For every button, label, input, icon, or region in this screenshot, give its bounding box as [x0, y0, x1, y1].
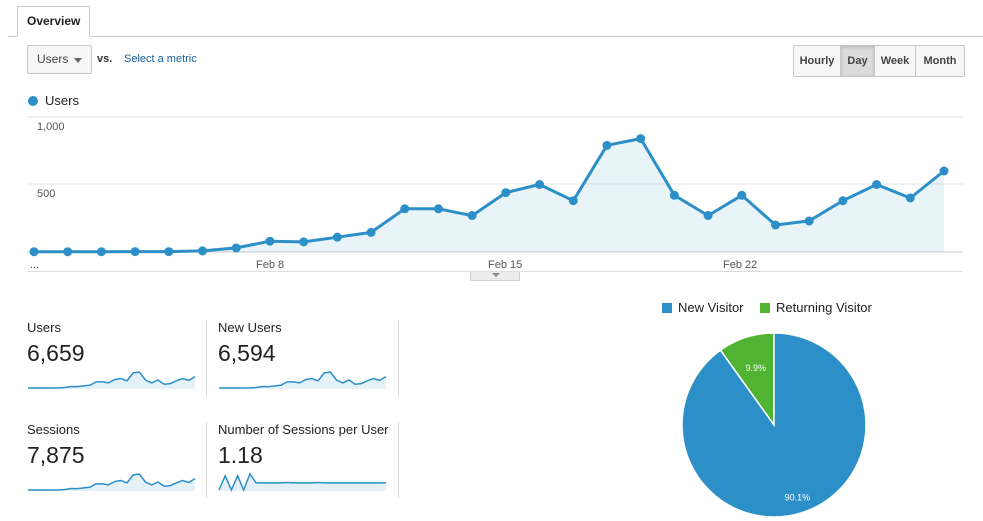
- users-data-point[interactable]: [63, 247, 73, 257]
- scorecard-sessions-per-user[interactable]: Number of Sessions per User 1.18: [218, 422, 398, 512]
- sparkline-area: [28, 474, 195, 491]
- scorecard-sessions[interactable]: Sessions 7,875: [27, 422, 207, 512]
- users-data-point[interactable]: [400, 204, 410, 214]
- users-data-point[interactable]: [770, 220, 780, 230]
- sparkline-area: [219, 474, 386, 491]
- scorecard-label: New Users: [218, 320, 282, 335]
- sparkline-line: [28, 473, 196, 491]
- scorecard-value: 7,875: [27, 442, 85, 468]
- pie-slice-label: 9.9%: [745, 363, 766, 373]
- users-data-point[interactable]: [636, 134, 646, 144]
- users-data-point[interactable]: [535, 180, 545, 189]
- scorecard-separator: [398, 320, 399, 396]
- sparkline-area: [219, 372, 386, 389]
- users-data-point[interactable]: [501, 188, 511, 198]
- users-data-point[interactable]: [299, 237, 309, 247]
- pie-legend-returning-visitor: Returning Visitor: [760, 300, 872, 316]
- users-data-point[interactable]: [737, 190, 747, 200]
- pie-slice-label: 90.1%: [785, 493, 811, 503]
- metric-select[interactable]: Users: [27, 45, 92, 74]
- sparkline-line: [219, 371, 387, 389]
- users-series-line: [34, 137, 945, 254]
- scorecard-separator: [206, 422, 207, 498]
- users-data-point[interactable]: [703, 211, 713, 221]
- users-data-point[interactable]: [265, 236, 275, 246]
- users-data-point[interactable]: [905, 193, 915, 203]
- scorecard-users[interactable]: Users 6,659: [27, 320, 207, 410]
- users-data-point[interactable]: [332, 232, 342, 242]
- y-tick-label-1000: 1,000: [37, 121, 65, 133]
- scorecard-value: 6,594: [218, 340, 276, 366]
- vs-label: vs.: [97, 53, 113, 65]
- scorecard-label: Users: [27, 320, 61, 335]
- scorecard-value: 6,659: [27, 340, 85, 366]
- users-data-point[interactable]: [96, 247, 106, 257]
- scorecard-separator: [398, 422, 399, 498]
- scorecard-value: 1.18: [218, 442, 263, 468]
- scorecard-new-users[interactable]: New Users 6,594: [218, 320, 398, 410]
- x-tick-label-feb15: Feb 15: [488, 259, 522, 271]
- users-data-point[interactable]: [467, 211, 477, 221]
- chevron-down-icon: [74, 58, 82, 63]
- pie-legend-label: New Visitor: [678, 300, 744, 315]
- users-data-point[interactable]: [198, 246, 208, 256]
- new-users-sparkline: [219, 371, 387, 389]
- pie-slice-new-visitor[interactable]: [681, 332, 867, 518]
- metric-select-value: Users: [37, 52, 69, 66]
- tab-overview[interactable]: Overview: [17, 6, 91, 37]
- sparkline-area: [28, 372, 195, 389]
- range-month-button[interactable]: Month: [916, 46, 964, 76]
- users-data-point[interactable]: [29, 247, 39, 257]
- users-area-fill: [34, 138, 944, 252]
- users-data-point[interactable]: [164, 247, 174, 257]
- pie-legend-label: Returning Visitor: [776, 300, 872, 315]
- x-tick-label-feb8: Feb 8: [256, 259, 284, 271]
- sessions-per-user-sparkline: [218, 472, 386, 492]
- users-data-point[interactable]: [231, 243, 241, 253]
- users-data-point[interactable]: [366, 227, 376, 237]
- pie-legend-new-visitor: New Visitor: [662, 300, 744, 316]
- users-data-point[interactable]: [433, 204, 443, 214]
- scorecard-label: Number of Sessions per User: [218, 422, 389, 437]
- range-week-button[interactable]: Week: [875, 46, 916, 76]
- users-data-point[interactable]: [669, 190, 679, 200]
- select-metric-link[interactable]: Select a metric: [124, 53, 197, 65]
- users-series-points: [29, 134, 949, 257]
- sparkline-line: [218, 472, 386, 492]
- users-data-point[interactable]: [804, 216, 814, 226]
- y-tick-label-500: 500: [37, 188, 55, 200]
- users-data-point[interactable]: [939, 166, 949, 176]
- x-tick-label-start: ...: [30, 259, 39, 271]
- new-visitor-swatch: [662, 303, 672, 313]
- visitor-type-pie-chart: 9.9% 90.1%: [681, 332, 867, 518]
- scorecard-separator: [206, 320, 207, 396]
- users-sparkline: [28, 371, 196, 389]
- users-data-point[interactable]: [130, 247, 140, 257]
- chart-divider: [27, 271, 963, 272]
- triangle-down-icon: [492, 273, 500, 277]
- returning-visitor-swatch: [760, 303, 770, 313]
- range-day-button[interactable]: Day: [841, 46, 875, 76]
- chart-collapse-handle[interactable]: [470, 271, 520, 281]
- tab-bar: Overview: [8, 0, 983, 37]
- sparkline-line: [28, 371, 196, 389]
- users-line-chart: 1,000 500 ... Feb 8 Feb 15 Feb 22: [27, 116, 963, 271]
- users-data-point[interactable]: [872, 180, 882, 189]
- users-data-point[interactable]: [568, 196, 578, 206]
- scorecard-label: Sessions: [27, 422, 80, 437]
- users-data-point[interactable]: [838, 196, 848, 206]
- time-range-toggle: Hourly Day Week Month: [793, 45, 965, 77]
- users-legend-marker: [28, 96, 38, 106]
- x-tick-label-feb22: Feb 22: [723, 259, 757, 271]
- range-hourly-button[interactable]: Hourly: [794, 46, 841, 76]
- users-legend-label: Users: [45, 93, 79, 108]
- sessions-sparkline: [28, 473, 196, 491]
- users-data-point[interactable]: [602, 140, 612, 150]
